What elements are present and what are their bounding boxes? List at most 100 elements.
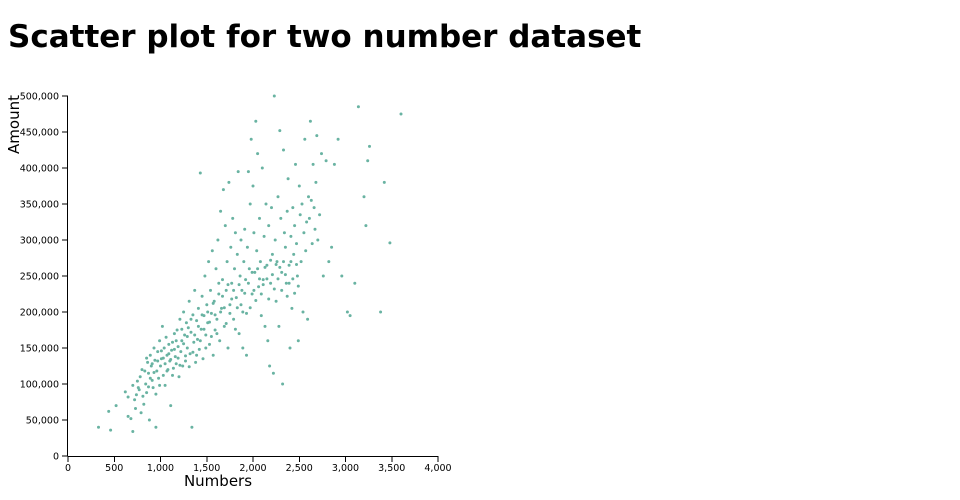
data-point — [161, 373, 165, 377]
data-point — [276, 195, 280, 199]
data-point — [399, 112, 403, 116]
data-point — [209, 335, 213, 338]
data-point — [209, 288, 212, 292]
data-point — [287, 281, 291, 285]
data-point — [314, 180, 318, 184]
data-point — [214, 267, 218, 271]
data-point — [195, 319, 199, 323]
data-point — [184, 359, 187, 363]
data-point — [216, 238, 220, 242]
data-point — [246, 281, 250, 285]
data-point — [151, 386, 155, 390]
data-point — [260, 166, 264, 170]
data-point — [189, 330, 193, 334]
data-point — [144, 382, 148, 386]
data-point — [186, 326, 190, 330]
data-point — [165, 369, 169, 373]
data-point — [230, 297, 234, 301]
data-point — [150, 362, 154, 366]
data-point — [217, 292, 221, 296]
data-point — [178, 363, 182, 367]
x-tick-label: 3,500 — [378, 463, 405, 474]
data-point — [167, 352, 171, 356]
y-tick-label: 350,000 — [20, 199, 59, 210]
data-point — [368, 144, 371, 148]
data-point — [267, 297, 271, 301]
data-point — [332, 162, 336, 166]
data-point — [309, 198, 313, 202]
data-point — [152, 371, 156, 374]
data-point — [232, 288, 236, 292]
data-point — [348, 314, 352, 318]
data-point — [313, 227, 317, 231]
data-point — [180, 327, 184, 331]
data-point — [198, 171, 202, 175]
data-point — [255, 249, 259, 253]
data-point — [356, 105, 360, 109]
data-point — [208, 320, 211, 324]
data-point — [278, 265, 282, 269]
data-point — [140, 368, 144, 372]
data-point — [137, 388, 141, 392]
data-point — [231, 216, 235, 220]
y-tick-label: 500,000 — [20, 91, 59, 102]
data-point — [145, 356, 149, 360]
data-point — [275, 260, 279, 264]
data-point — [221, 188, 225, 192]
data-point — [114, 404, 118, 408]
data-point — [213, 313, 217, 317]
data-point — [154, 425, 158, 429]
data-point — [291, 206, 295, 210]
data-point — [272, 94, 276, 98]
data-point — [295, 263, 298, 266]
data-point — [227, 180, 231, 184]
data-point — [300, 202, 304, 206]
data-point — [235, 252, 239, 256]
data-point — [138, 375, 142, 379]
data-point — [240, 288, 244, 292]
data-point — [258, 216, 261, 220]
x-tick-label: 0 — [65, 463, 71, 474]
y-tick-label: 400,000 — [20, 163, 59, 174]
data-point — [179, 350, 183, 354]
data-point — [315, 134, 319, 138]
y-tick-label: 0 — [53, 451, 59, 462]
data-point — [261, 283, 265, 287]
data-point — [364, 224, 368, 228]
data-point — [147, 418, 151, 422]
data-point — [301, 310, 305, 314]
data-point — [177, 375, 181, 379]
points-layer — [97, 94, 403, 433]
data-point — [171, 373, 174, 377]
data-point — [242, 260, 246, 264]
data-point — [276, 277, 280, 281]
data-point — [202, 327, 206, 331]
data-point — [109, 428, 113, 432]
data-point — [97, 425, 100, 429]
x-axis: 0 500 1,000 1,500 2,000 2,500 3,000 3,500 4,000 — [65, 456, 452, 474]
data-point — [288, 346, 292, 350]
data-point — [296, 339, 300, 343]
data-point — [259, 292, 263, 296]
data-point — [282, 148, 285, 152]
data-point — [193, 333, 197, 337]
data-point — [256, 152, 260, 156]
data-point — [258, 260, 262, 264]
data-point — [302, 231, 306, 235]
data-point — [160, 324, 164, 328]
data-point — [284, 281, 288, 285]
y-axis: 0 50,000 100,000 150,000 200,000 250,000 300,0… — [20, 91, 68, 462]
data-point — [277, 324, 281, 328]
data-point — [293, 224, 297, 228]
data-point — [147, 385, 150, 389]
data-point — [172, 332, 176, 336]
data-point — [270, 206, 273, 210]
data-point — [167, 342, 171, 346]
y-tick-label: 100,000 — [20, 379, 59, 390]
data-point — [239, 303, 243, 307]
data-point — [305, 220, 309, 224]
page-title: Scatter plot for two number dataset — [8, 19, 642, 55]
data-point — [131, 383, 135, 387]
data-point — [318, 213, 322, 217]
data-point — [273, 238, 277, 242]
